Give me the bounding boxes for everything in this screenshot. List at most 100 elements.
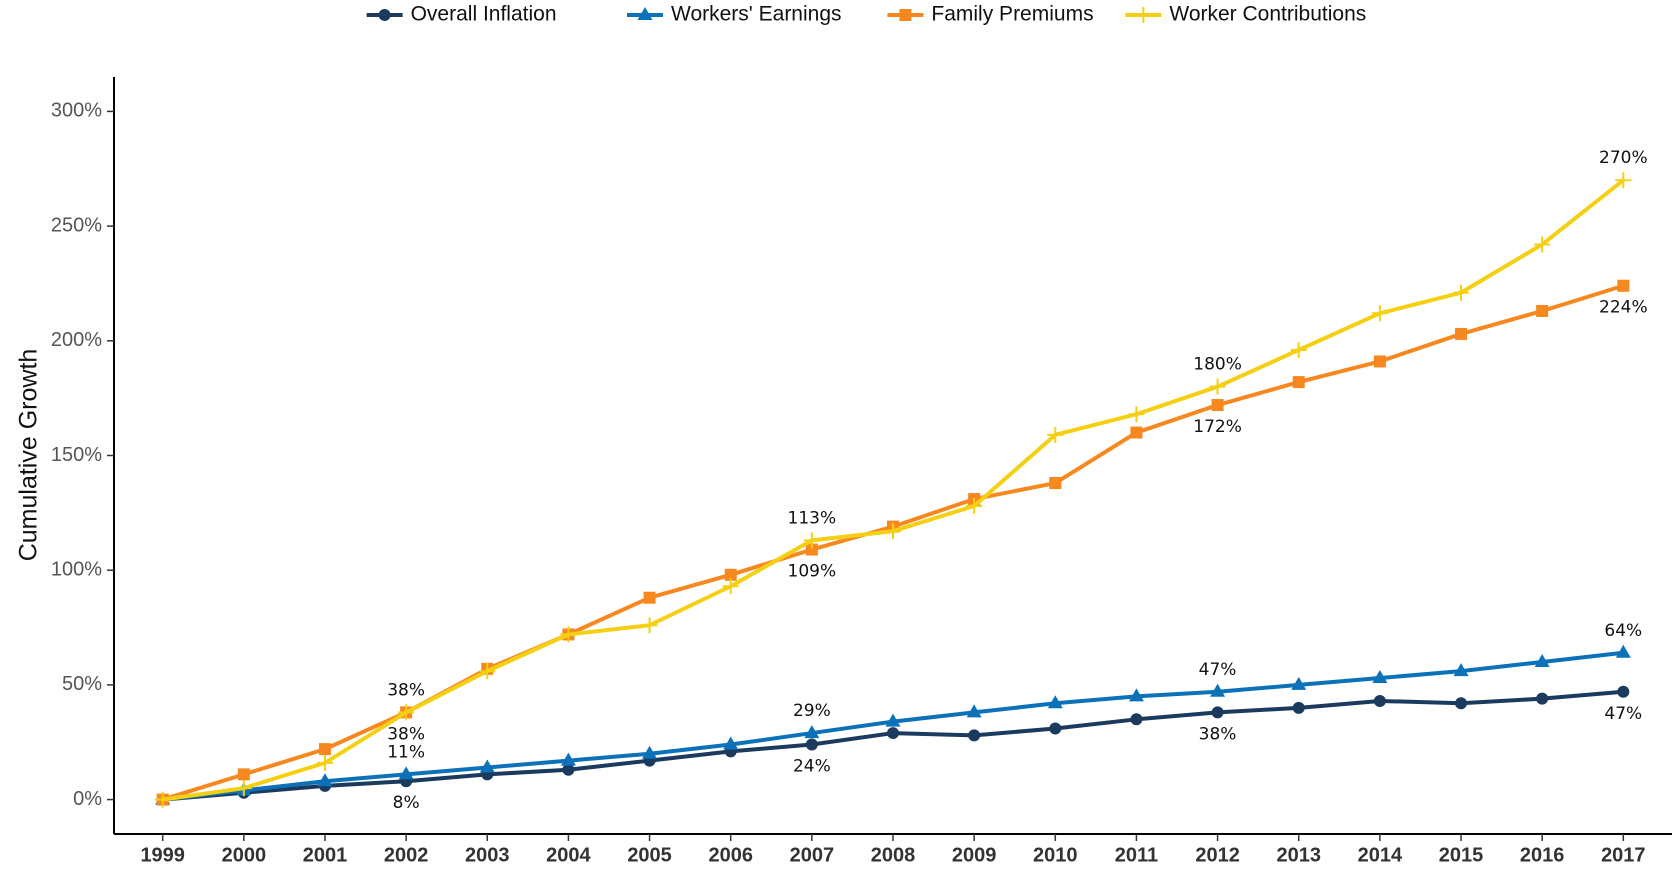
marker <box>642 745 658 759</box>
y-tick-label: 0% <box>73 788 102 810</box>
marker <box>237 768 250 781</box>
marker <box>235 780 252 797</box>
marker <box>1047 426 1064 443</box>
marker <box>316 754 333 771</box>
x-tick-label: 2003 <box>465 844 510 866</box>
x-tick-label: 2013 <box>1276 844 1321 866</box>
y-axis-label: Cumulative Growth <box>15 349 43 562</box>
legend: Overall Inflation Workers' Earnings Family… <box>366 3 1366 26</box>
data-label: 64% <box>1604 621 1642 641</box>
marker <box>966 497 983 514</box>
series <box>154 172 1632 808</box>
x-tick-label: 2016 <box>1520 844 1565 866</box>
marker <box>1617 279 1630 292</box>
marker <box>885 713 901 727</box>
x-tick-label: 2012 <box>1195 844 1240 866</box>
marker <box>724 568 737 581</box>
marker <box>968 729 981 742</box>
marker <box>1536 692 1549 705</box>
marker <box>1128 688 1144 702</box>
marker <box>1455 697 1468 710</box>
data-label: 270% <box>1599 148 1648 168</box>
marker <box>317 773 333 787</box>
marker <box>885 523 901 540</box>
marker <box>1135 7 1152 23</box>
marker <box>1373 355 1386 368</box>
data-label: 29% <box>793 701 831 721</box>
marker <box>1615 172 1632 189</box>
marker <box>479 663 496 680</box>
x-tick-label: 1999 <box>140 844 185 866</box>
series <box>156 685 1630 806</box>
x-tick-label: 2004 <box>546 844 591 866</box>
marker <box>1130 426 1143 439</box>
marker <box>1047 695 1063 709</box>
data-label: 8% <box>393 793 420 813</box>
x-tick-label: 2000 <box>222 844 267 866</box>
legend-label: Overall Inflation <box>411 3 557 26</box>
data-label: 47% <box>1199 660 1237 680</box>
data-label: 113% <box>788 508 837 528</box>
marker <box>1128 406 1145 423</box>
marker <box>637 7 653 20</box>
marker <box>723 736 739 750</box>
marker <box>1291 676 1307 690</box>
data-label: 172% <box>1193 417 1242 437</box>
marker <box>398 766 414 780</box>
y-tick-label: 300% <box>51 100 102 122</box>
y-tick-label: 100% <box>51 558 102 580</box>
x-tick-label: 2010 <box>1033 844 1078 866</box>
data-label: 38% <box>1199 724 1237 744</box>
marker <box>1453 663 1469 677</box>
marker <box>1049 477 1062 490</box>
marker <box>805 738 818 751</box>
marker <box>641 617 658 634</box>
y-tick-label: 150% <box>51 444 102 466</box>
x-tick-label: 2014 <box>1358 844 1403 866</box>
x-tick-label: 2002 <box>384 844 429 866</box>
marker <box>1290 341 1307 358</box>
marker <box>318 743 331 756</box>
marker <box>722 578 739 595</box>
data-label: 11% <box>387 742 425 762</box>
y-tick-label: 250% <box>51 214 102 236</box>
legend-label: Workers' Earnings <box>671 3 842 26</box>
x-tick-label: 2015 <box>1439 844 1484 866</box>
marker <box>1292 376 1305 389</box>
series <box>155 644 1631 805</box>
marker <box>803 532 820 549</box>
legend-label: Worker Contributions <box>1169 3 1366 26</box>
series-line <box>162 178 1625 802</box>
y-tick-label: 200% <box>51 329 102 351</box>
marker <box>1534 653 1550 667</box>
marker <box>1453 284 1470 301</box>
marker <box>1372 670 1388 684</box>
marker <box>398 704 415 721</box>
x-tick-label: 2006 <box>708 844 753 866</box>
marker <box>378 9 391 21</box>
data-label: 24% <box>793 757 831 777</box>
marker <box>1615 644 1631 658</box>
marker <box>1373 694 1386 707</box>
marker <box>1455 327 1468 340</box>
marker <box>1617 685 1630 698</box>
marker <box>887 727 899 740</box>
series <box>156 279 1630 806</box>
marker <box>805 543 818 556</box>
marker <box>643 591 656 604</box>
x-tick-label: 2009 <box>952 844 997 866</box>
data-label: 47% <box>1604 704 1642 724</box>
x-tick-label: 2005 <box>627 844 672 866</box>
data-label: 224% <box>1599 298 1648 318</box>
marker <box>562 763 575 776</box>
marker <box>479 759 495 773</box>
marker <box>1049 722 1062 735</box>
marker <box>966 704 982 718</box>
marker <box>1211 706 1224 719</box>
data-label: 180% <box>1193 355 1242 375</box>
x-tick-label: 2007 <box>790 844 835 866</box>
legend-label: Family Premiums <box>931 3 1093 26</box>
data-label: 38% <box>387 724 425 744</box>
marker <box>560 626 577 643</box>
